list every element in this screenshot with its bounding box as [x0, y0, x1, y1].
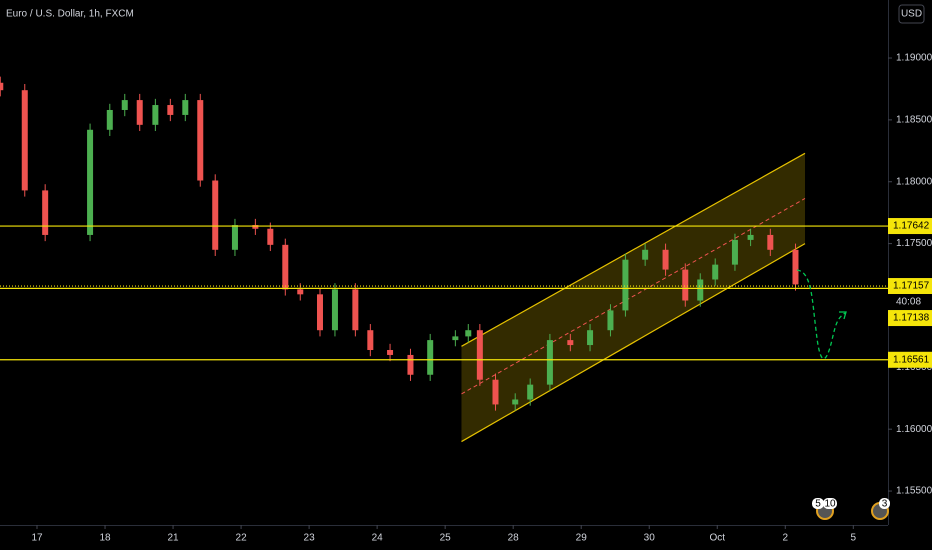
x-tick-label: Oct: [709, 533, 725, 544]
event-badge: [823, 498, 837, 509]
level-label-box: [888, 278, 932, 295]
channel-upper: [461, 152, 806, 347]
candle-body: [492, 379, 499, 405]
candle-body: [87, 129, 94, 235]
candle-body: [731, 239, 738, 265]
event-badge: [812, 498, 824, 509]
candle-body: [282, 244, 289, 290]
candle-body: [642, 249, 649, 260]
currency-button[interactable]: [898, 4, 925, 24]
x-tick-label: 25: [440, 533, 452, 544]
candle-body: [452, 336, 459, 341]
plot-layer: 1.190001.185001.180001.175001.170001.165…: [0, 53, 932, 544]
event-icons: 5 10 3: [812, 498, 890, 520]
level-label: 1.17642: [893, 221, 930, 232]
candle-body: [792, 249, 799, 285]
y-tick-label: 1.16000: [896, 424, 932, 435]
x-tick-label: 2: [783, 533, 789, 544]
candle-body: [252, 225, 259, 229]
candle-body: [662, 249, 669, 270]
x-tick-label: 23: [304, 533, 316, 544]
candle-body: [465, 330, 472, 337]
candle-body: [0, 82, 4, 91]
candle-body: [712, 264, 719, 280]
event-badge-text: 10: [824, 499, 836, 510]
candle-body: [331, 289, 338, 331]
candle-body: [367, 330, 374, 351]
candle-body: [527, 384, 534, 400]
candle-body: [121, 100, 128, 110]
candle-body: [106, 109, 113, 130]
y-tick-label: 1.17500: [896, 238, 932, 249]
event-badge: [879, 498, 890, 509]
channel-lower: [461, 243, 806, 443]
level-label-box: [888, 351, 932, 368]
candle-body: [352, 289, 359, 331]
candle-body: [587, 330, 594, 346]
candle-body: [212, 180, 219, 250]
candle-body: [622, 259, 629, 311]
candle-body: [152, 105, 159, 125]
candle-body: [197, 100, 204, 181]
x-tick-label: 17: [31, 533, 43, 544]
channel-midline: [461, 198, 806, 395]
event-badge-text: 3: [882, 499, 888, 510]
x-tick-label: 29: [576, 533, 588, 544]
candle-body: [42, 190, 49, 235]
candle-body: [21, 90, 28, 191]
x-tick-label: 5: [851, 533, 857, 544]
level-label: 1.17138: [893, 313, 930, 324]
candle-body: [546, 340, 553, 385]
projection-arrowhead: [839, 311, 847, 320]
chart-title: Euro / U.S. Dollar, 1h, FXCM: [6, 9, 134, 20]
x-tick-label: 22: [236, 533, 248, 544]
event-badge-text: 5: [815, 499, 821, 510]
candle-body: [316, 294, 323, 331]
candle-body: [231, 225, 238, 250]
level-label-box: [888, 310, 932, 327]
x-tick-label: 24: [372, 533, 384, 544]
candle-body: [407, 354, 414, 375]
level-label-box: [888, 218, 932, 235]
candle-body: [747, 234, 754, 240]
projection-arrow: [796, 269, 846, 360]
candle-body: [476, 330, 483, 380]
candle-body: [427, 340, 434, 375]
countdown-label: 40:08: [896, 297, 921, 308]
currency-label: USD: [901, 9, 922, 20]
x-tick-label: 21: [167, 533, 179, 544]
y-tick-label: 1.19000: [896, 53, 932, 64]
candle-body: [682, 269, 689, 301]
candle-body: [767, 234, 774, 250]
x-tick-label: 18: [99, 533, 111, 544]
candle-body: [167, 105, 174, 115]
x-tick-label: 30: [644, 533, 656, 544]
level-label: 1.17157: [893, 281, 930, 292]
level-label: 1.16561: [893, 354, 930, 365]
candle-body: [267, 228, 274, 245]
candle-body: [512, 399, 519, 405]
candle-body: [387, 350, 394, 355]
countdown-box: [888, 294, 932, 311]
candle-body: [182, 100, 189, 115]
x-tick-label: 28: [508, 533, 520, 544]
y-tick-label: 1.18000: [896, 176, 932, 187]
candle-body: [297, 289, 304, 295]
y-tick-label: 1.18500: [896, 115, 932, 126]
y-tick-label: 1.15500: [896, 486, 932, 497]
candle-body: [607, 310, 614, 331]
candle-body: [136, 100, 143, 125]
candle-body: [697, 279, 704, 301]
candle-body: [567, 340, 574, 346]
